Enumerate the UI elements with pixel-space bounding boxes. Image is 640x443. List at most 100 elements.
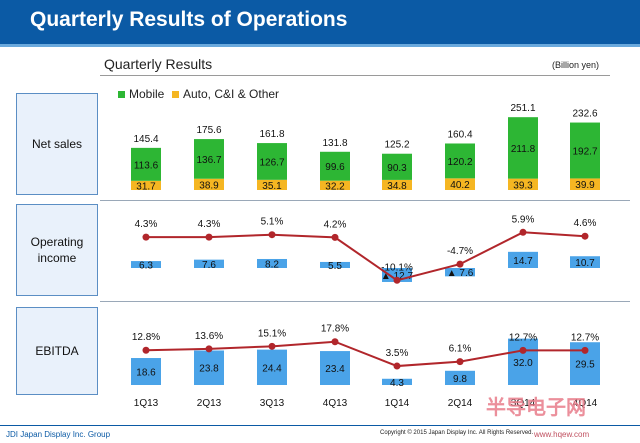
- bar-auto-label: 31.7: [136, 181, 156, 192]
- bar-auto: [445, 178, 475, 190]
- bar-operating-income-label: 10.7: [575, 258, 595, 269]
- operating-margin-label: 5.9%: [512, 214, 535, 225]
- operating-margin-point: [142, 233, 150, 241]
- ebitda-margin-point: [456, 358, 464, 366]
- ebitda-margin-line: [145, 340, 585, 368]
- page-title: Quarterly Results of Operations: [30, 8, 348, 31]
- x-tick-label: 1Q14: [385, 398, 410, 409]
- bar-auto-label: 35.1: [262, 181, 282, 192]
- x-tick-label: 1Q13: [134, 398, 159, 409]
- bar-total-label: 160.4: [447, 129, 472, 140]
- bar-mobile: [320, 151, 350, 181]
- bar-operating-income-label: ▲ 12.7: [381, 271, 414, 282]
- bar-total-label: 161.8: [259, 129, 284, 140]
- x-tick-label: 3Q14: [511, 398, 536, 409]
- bar-ebitda: [508, 338, 538, 385]
- operating-margin-point: [331, 233, 339, 241]
- bar-mobile-label: 90.3: [387, 163, 407, 174]
- operating-margin-label: -4.7%: [447, 246, 473, 257]
- bar-auto: [570, 178, 600, 190]
- title-bar: Quarterly Results of Operations: [0, 0, 640, 44]
- bar-operating-income: [445, 268, 475, 277]
- ebitda-margin-point: [142, 346, 150, 354]
- bar-total-label: 251.1: [510, 103, 535, 114]
- row-label-ebitda-text: EBITDA: [35, 343, 79, 358]
- x-tick-label: 4Q14: [573, 398, 598, 409]
- bar-auto: [382, 179, 412, 190]
- ebitda-margin-label: 15.1%: [258, 328, 286, 339]
- bar-auto-label: 38.9: [199, 180, 219, 191]
- footer-line: [0, 425, 640, 426]
- bar-auto: [194, 178, 224, 190]
- operating-margin-label: 4.6%: [574, 218, 597, 229]
- bar-total-label: 125.2: [384, 140, 409, 151]
- bar-ebitda-label: 23.8: [199, 364, 219, 375]
- operating-margin-label: -10.1%: [381, 262, 413, 273]
- unit-label: (Billion yen): [552, 60, 600, 70]
- ebitda-margin-label: 17.8%: [321, 324, 349, 335]
- operating-margin-line: [146, 231, 586, 282]
- ebitda-margin-point: [519, 346, 527, 354]
- bar-operating-income: [320, 261, 350, 268]
- bar-ebitda: [445, 370, 475, 385]
- legend-mobile: Mobile: [118, 87, 164, 101]
- bar-mobile: [570, 122, 600, 179]
- bar-operating-income-label: 5.5: [328, 261, 342, 272]
- legend-auto-label: Auto, C&I & Other: [183, 87, 280, 101]
- footer-company: JDI Japan Display Inc. Group: [6, 430, 111, 439]
- bar-mobile: [445, 143, 475, 179]
- bar-ebitda-label: 23.4: [325, 364, 345, 375]
- ebitda-margin-point: [393, 362, 401, 370]
- x-tick-label: 2Q13: [197, 398, 222, 409]
- bar-mobile: [257, 143, 287, 180]
- row-label-net-sales: Net sales: [16, 93, 98, 195]
- bar-mobile-label: 136.7: [196, 155, 221, 166]
- bar-auto: [131, 180, 161, 190]
- row-label-net-sales-text: Net sales: [31, 136, 83, 151]
- bar-auto-label: 39.9: [575, 180, 595, 191]
- legend-mobile-label: Mobile: [129, 87, 165, 101]
- chart-subtitle: Quarterly Results: [104, 56, 213, 72]
- row-label-operating-income: Operating income: [16, 204, 98, 296]
- footer-copyright: Copyright © 2015 Japan Display Inc. All …: [380, 430, 534, 436]
- ebitda-margin-label: 13.6%: [195, 331, 223, 342]
- operating-margin-point: [268, 231, 276, 239]
- bar-ebitda: [382, 378, 412, 385]
- subtitle-underline: [100, 75, 610, 76]
- bar-operating-income-label: 8.2: [265, 259, 279, 270]
- x-tick-label: 3Q13: [260, 398, 285, 409]
- bar-operating-income-label: ▲ 7.6: [447, 268, 474, 279]
- section-separator: [100, 200, 630, 201]
- legend-auto-swatch: [172, 91, 179, 99]
- bar-operating-income: [570, 256, 600, 268]
- bar-ebitda-label: 24.4: [262, 363, 282, 374]
- bar-ebitda-label: 4.3: [390, 378, 404, 389]
- ebitda-margin-label: 6.1%: [449, 344, 472, 355]
- bar-mobile: [382, 153, 412, 180]
- bar-mobile: [194, 139, 224, 179]
- bar-ebitda: [131, 358, 161, 385]
- operating-margin-label: 5.1%: [261, 217, 284, 228]
- bar-mobile-label: 113.6: [134, 160, 159, 171]
- ebitda-margin-point: [205, 345, 213, 353]
- bar-auto-label: 40.2: [450, 180, 470, 191]
- bar-auto: [320, 180, 350, 190]
- row-label-ebitda: EBITDA: [16, 307, 98, 395]
- bar-total-label: 131.8: [322, 138, 347, 149]
- bar-operating-income-label: 7.6: [202, 260, 216, 271]
- bar-total-label: 145.4: [133, 134, 158, 145]
- operating-margin-label: 4.3%: [198, 219, 221, 230]
- bar-total-label: 175.6: [196, 125, 221, 136]
- section-separator: [100, 301, 630, 302]
- bar-auto-label: 34.8: [387, 181, 407, 192]
- operating-margin-point: [205, 233, 213, 241]
- bar-ebitda-label: 29.5: [575, 360, 595, 371]
- ebitda-margin-label: 3.5%: [386, 348, 409, 359]
- bar-operating-income: [257, 258, 287, 268]
- bar-operating-income: [194, 259, 224, 268]
- bar-mobile: [131, 147, 161, 181]
- title-accent: [0, 44, 640, 47]
- bar-operating-income-label: 6.3: [139, 261, 153, 272]
- bar-ebitda: [320, 351, 350, 385]
